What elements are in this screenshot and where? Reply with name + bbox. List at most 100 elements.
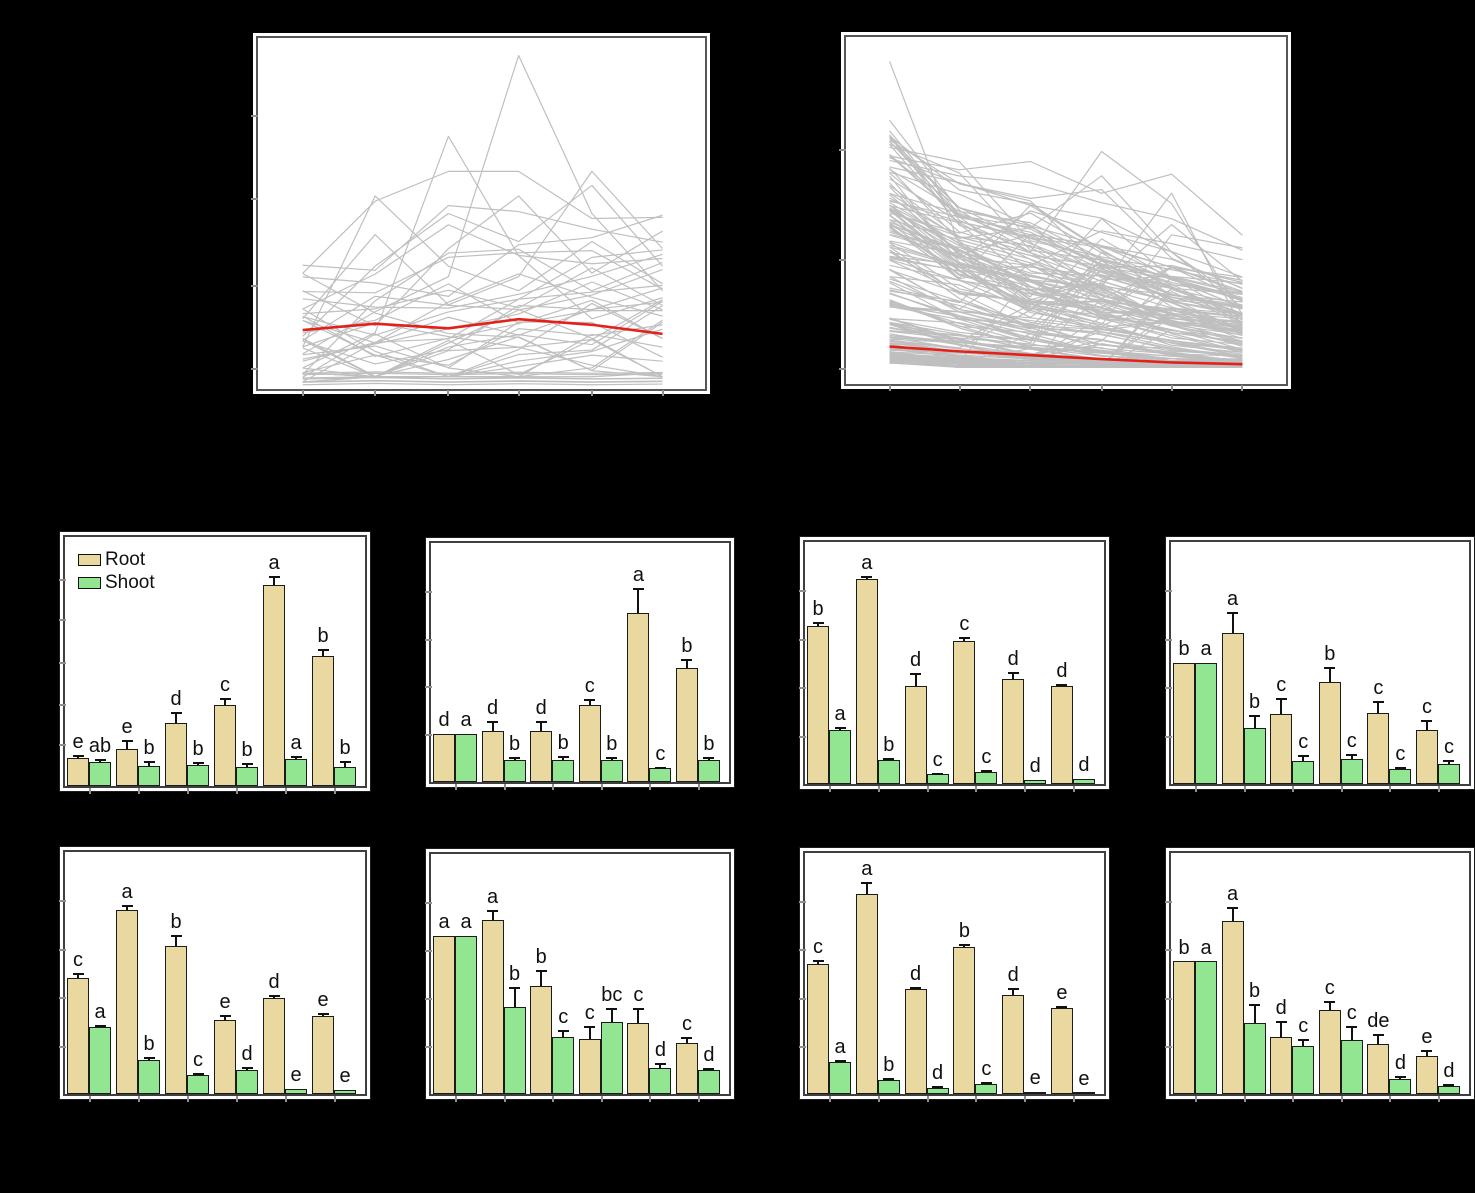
root-bar xyxy=(675,1043,698,1094)
trajectory-line xyxy=(890,223,1243,347)
y-axis-tick xyxy=(251,284,258,287)
root-bar xyxy=(1367,1043,1390,1094)
root-bar xyxy=(214,1019,236,1094)
x-axis-tick xyxy=(600,784,603,790)
significance-letter: a xyxy=(487,886,499,909)
shoot-bar-slot: c xyxy=(649,543,672,782)
significance-letter: c xyxy=(1395,742,1406,765)
y-axis-tick xyxy=(251,368,258,371)
error-bar-cap xyxy=(812,959,824,962)
trajectory-line xyxy=(303,185,663,336)
shoot-bar-slot: a xyxy=(455,854,477,1094)
root-bar xyxy=(904,685,927,784)
root-bar xyxy=(1002,994,1025,1094)
legend-label-shoot: Shoot xyxy=(105,572,155,593)
error-bar-stem xyxy=(1425,1049,1428,1056)
trajectory-line xyxy=(303,273,663,376)
root-bar xyxy=(1221,633,1244,784)
trajectory-line xyxy=(890,211,1243,277)
x-axis-tick xyxy=(649,784,652,790)
shoot-bar-slot: a xyxy=(829,853,851,1094)
shoot-bar-slot: c xyxy=(552,854,575,1094)
x-axis-tick xyxy=(697,784,700,790)
x-axis-tick xyxy=(697,1096,700,1102)
root-bar xyxy=(953,640,976,784)
root-bar-slot: c xyxy=(578,543,601,782)
error-bar-cap xyxy=(883,757,895,760)
trajectory-line xyxy=(303,383,663,384)
error-bar-stem xyxy=(175,712,177,724)
significance-letter: c xyxy=(981,745,992,768)
shoot-bar-slot: b xyxy=(187,537,209,786)
shoot-bar-slot: d xyxy=(649,854,672,1094)
root-bar-slot: b xyxy=(1318,542,1341,784)
trajectory-line xyxy=(890,135,1243,299)
error-bar-stem xyxy=(273,576,275,585)
y-axis-tick xyxy=(59,743,66,746)
x-axis-tick xyxy=(447,390,450,396)
significance-letter: b xyxy=(883,733,895,756)
error-bar-cap xyxy=(861,881,873,884)
root-bar xyxy=(1173,961,1195,1094)
shoot-bar-slot: b xyxy=(552,543,575,782)
shoot-bar-slot: b xyxy=(334,537,356,786)
shoot-bar xyxy=(236,767,258,786)
error-bar-stem xyxy=(513,987,516,1008)
error-bar-cap xyxy=(339,760,351,763)
error-bar-cap xyxy=(910,673,922,676)
shoot-bar xyxy=(1437,763,1460,784)
error-bar-cap xyxy=(241,1066,253,1069)
significance-letter: d xyxy=(1007,648,1019,671)
root-bar-slot: a xyxy=(855,542,878,784)
error-bar-stem xyxy=(1377,700,1380,713)
root-bar-slot: e xyxy=(214,852,236,1094)
error-bar-cap xyxy=(1346,1025,1358,1028)
x-axis-tick xyxy=(877,786,880,792)
significance-letter: d xyxy=(487,696,499,719)
shoot-bar xyxy=(1340,1039,1363,1094)
error-bar-cap xyxy=(834,1059,846,1062)
trajectory-plot xyxy=(846,37,1286,384)
significance-letter: d xyxy=(654,1038,666,1061)
y-axis-tick xyxy=(1165,638,1172,641)
y-axis-tick xyxy=(425,638,432,641)
bar-panel-row1-col1: Root Shoot e ab e b d b c b a a b b xyxy=(59,531,371,794)
trajectory-line xyxy=(890,158,1243,289)
error-bar-cap xyxy=(703,1067,715,1070)
root-bar-slot: e xyxy=(1050,853,1073,1094)
significance-letter: b xyxy=(317,624,329,647)
y-axis-tick xyxy=(799,735,806,738)
shoot-bar-slot: c xyxy=(1292,853,1315,1094)
significance-letter: c xyxy=(932,748,943,771)
trajectory-line xyxy=(303,301,663,377)
significance-letter: d xyxy=(1443,1059,1455,1082)
shoot-bar-slot: c xyxy=(926,542,949,784)
shoot-bar xyxy=(1072,779,1095,784)
plot-frame: a a a b b c c bc c d c d xyxy=(429,852,731,1096)
significance-letter: d xyxy=(1275,997,1287,1020)
error-bar-cap xyxy=(681,1037,693,1040)
trajectory-line xyxy=(303,329,663,377)
trajectory-line xyxy=(890,225,1243,329)
significance-letter: c xyxy=(1324,977,1335,1000)
error-bar-cap xyxy=(703,757,715,760)
root-bar-slot: b xyxy=(165,852,187,1094)
x-axis-tick xyxy=(455,1096,457,1102)
x-axis-tick xyxy=(503,1096,506,1102)
y-axis-tick xyxy=(839,259,846,262)
significance-letter: a xyxy=(94,1000,106,1023)
error-bar-cap xyxy=(1372,1033,1384,1036)
significance-letter: c xyxy=(813,935,823,958)
trajectory-line xyxy=(303,355,663,377)
significance-letter: c xyxy=(1298,731,1309,754)
root-bar xyxy=(165,946,187,1094)
trajectory-line xyxy=(890,264,1243,343)
error-bar-cap xyxy=(1227,612,1239,615)
y-axis-tick xyxy=(799,997,806,1000)
root-bar xyxy=(433,935,455,1094)
